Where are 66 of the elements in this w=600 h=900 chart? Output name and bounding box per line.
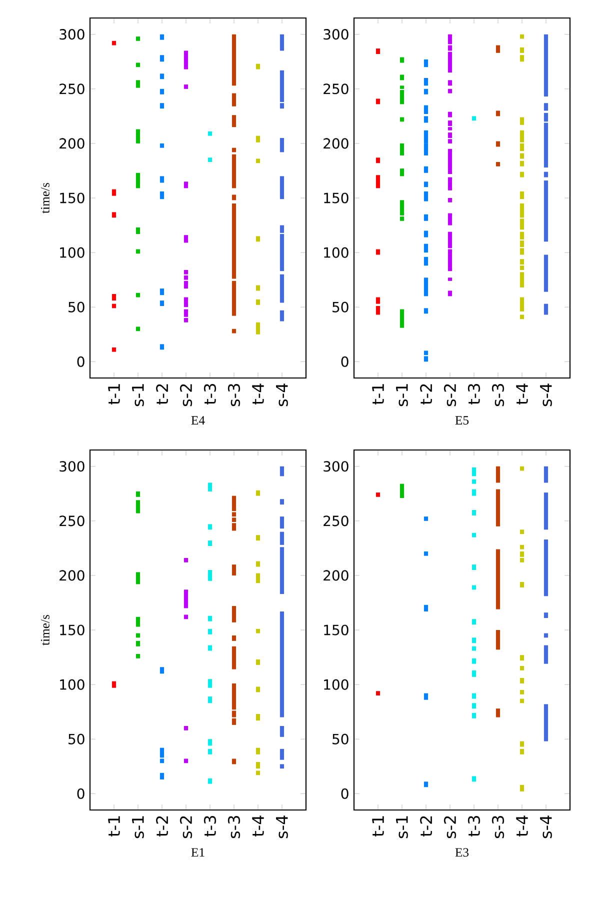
x-tick-label: s-3: [492, 384, 504, 406]
y-tick-label: 250: [324, 516, 348, 526]
x-tick-label: s-2: [444, 816, 456, 838]
x-tick-label: s-1: [396, 384, 408, 406]
y-tick-label: 0: [341, 788, 348, 799]
x-tick-label: s-1: [132, 384, 144, 406]
y-tick-label: 250: [324, 84, 348, 94]
y-tick-label: 300: [324, 461, 348, 472]
x-tick-label: t-2: [420, 816, 432, 836]
x-tick-label: s-4: [540, 816, 552, 838]
x-tick-label: t-1: [108, 384, 120, 404]
x-tick-label: s-4: [276, 384, 288, 406]
x-tick-label: t-1: [372, 384, 384, 404]
x-tick-label: t-2: [156, 816, 168, 836]
y-tick-label: 150: [60, 624, 84, 636]
y-tick-label: 50: [332, 302, 348, 312]
x-tick-label: s-3: [228, 816, 240, 838]
x-tick-label: t-4: [252, 816, 264, 836]
x-axis-title: E5: [455, 416, 469, 425]
y-tick-label: 300: [60, 29, 84, 40]
x-tick-label: s-1: [396, 816, 408, 838]
x-tick-label: t-3: [204, 384, 216, 404]
x-tick-label: t-4: [516, 816, 528, 836]
x-tick-label: s-3: [492, 816, 504, 838]
x-tick-label: s-2: [444, 384, 456, 406]
x-tick-label: s-4: [540, 384, 552, 406]
y-tick-label: 100: [60, 247, 84, 258]
y-tick-label: 50: [332, 734, 348, 744]
y-tick-label: 100: [60, 679, 84, 690]
x-tick-label: t-2: [420, 384, 432, 404]
y-tick-label: 200: [60, 570, 84, 581]
x-tick-label: t-1: [372, 816, 384, 836]
y-tick-label: 0: [341, 356, 348, 367]
y-tick-label: 0: [77, 356, 84, 367]
x-tick-label: t-3: [468, 816, 480, 836]
x-axis-title: E3: [455, 848, 469, 857]
x-tick-label: s-4: [276, 816, 288, 838]
x-tick-label: s-3: [228, 384, 240, 406]
y-tick-label: 250: [60, 84, 84, 94]
x-tick-label: s-1: [132, 816, 144, 838]
y-tick-label: 150: [60, 192, 84, 204]
y-tick-label: 50: [68, 734, 84, 744]
y-tick-label: 100: [324, 247, 348, 258]
x-tick-label: t-3: [204, 816, 216, 836]
y-tick-label: 300: [324, 29, 348, 40]
y-tick-label: 150: [324, 192, 348, 204]
x-tick-label: t-1: [108, 816, 120, 836]
y-tick-label: 200: [324, 570, 348, 581]
y-tick-label: 100: [324, 679, 348, 690]
y-axis-title: time/s: [40, 182, 50, 214]
x-tick-label: s-2: [180, 816, 192, 838]
x-tick-label: s-2: [180, 384, 192, 406]
y-tick-label: 50: [68, 302, 84, 312]
x-tick-label: t-4: [516, 384, 528, 404]
x-axis-title: E1: [191, 848, 204, 857]
x-tick-label: t-3: [468, 384, 480, 404]
y-tick-label: 200: [60, 138, 84, 149]
y-tick-label: 150: [324, 624, 348, 636]
y-tick-label: 300: [60, 461, 84, 472]
x-tick-label: t-4: [252, 384, 264, 404]
y-tick-label: 200: [324, 138, 348, 149]
y-tick-label: 0: [77, 788, 84, 799]
x-tick-label: t-2: [156, 384, 168, 404]
y-axis-title: time/s: [40, 614, 50, 646]
y-tick-label: 250: [60, 516, 84, 526]
x-axis-title: E4: [191, 416, 205, 424]
